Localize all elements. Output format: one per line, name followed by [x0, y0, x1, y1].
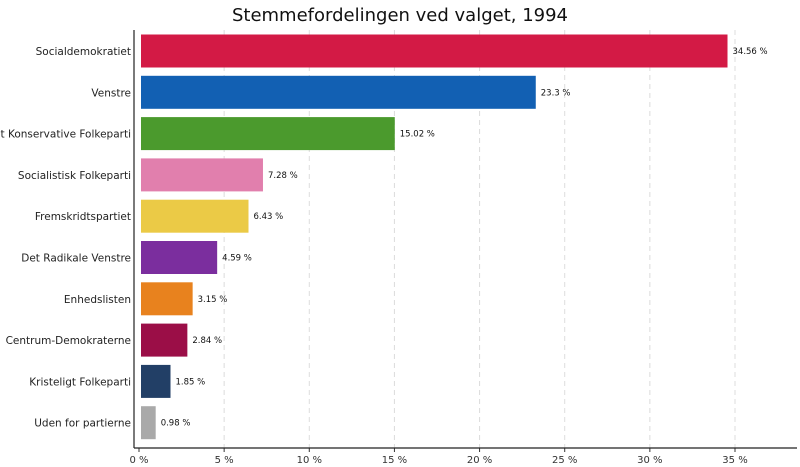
- category-label: Det Konservative Folkeparti: [0, 129, 131, 141]
- chart-title: Stemmefordelingen ved valget, 1994: [232, 5, 568, 26]
- category-label: Centrum-Demokraterne: [6, 335, 131, 347]
- category-label: Socialdemokratiet: [36, 46, 131, 58]
- data-label: 4.59 %: [222, 254, 252, 264]
- data-label: 7.28 %: [268, 171, 298, 181]
- x-axis-tick-labels: 0 % 5 % 10 % 15 % 20 % 25 % 30 % 35 %: [129, 455, 747, 466]
- bar: [141, 241, 218, 274]
- data-label: 34.56 %: [733, 47, 768, 57]
- data-label: 0.98 %: [161, 419, 191, 429]
- data-label: 3.15 %: [198, 295, 228, 305]
- x-tick-label: 20 %: [467, 455, 492, 466]
- data-label: 6.43 %: [253, 212, 283, 222]
- category-labels: Socialdemokratiet Venstre Det Konservative…: [0, 46, 131, 430]
- data-labels: 34.56 % 23.3 % 15.02 % 7.28 % 6.43 % 4.59 % 3.…: [161, 47, 768, 429]
- category-label: Uden for partierne: [34, 418, 131, 430]
- bar: [141, 34, 728, 68]
- data-label: 23.3 %: [541, 88, 571, 98]
- x-tick-label: 5 %: [215, 455, 234, 466]
- category-label: Det Radikale Venstre: [21, 253, 131, 265]
- category-label: Socialistisk Folkeparti: [18, 170, 131, 182]
- x-tick-label: 35 %: [722, 455, 747, 466]
- bar: [141, 117, 395, 151]
- bar: [141, 199, 249, 233]
- grid-lines: [223, 30, 736, 448]
- category-label: Venstre: [91, 87, 131, 99]
- x-tick-label: 0 %: [129, 455, 148, 466]
- bar: [141, 364, 171, 398]
- category-label: Enhedslisten: [64, 294, 131, 306]
- bar: [141, 282, 193, 316]
- bar: [141, 406, 156, 440]
- x-tick-label: 15 %: [382, 455, 407, 466]
- data-label: 15.02 %: [400, 130, 435, 140]
- x-tick-label: 30 %: [637, 455, 662, 466]
- x-tick-label: 25 %: [552, 455, 577, 466]
- data-label: 1.85 %: [176, 377, 206, 387]
- bars: [141, 34, 728, 440]
- bar: [141, 158, 263, 192]
- axes: [133, 30, 797, 452]
- bar: [141, 75, 536, 109]
- bar: [141, 323, 188, 357]
- x-tick-label: 10 %: [297, 455, 322, 466]
- data-label: 2.84 %: [192, 336, 222, 346]
- category-label: Kristeligt Folkeparti: [29, 376, 131, 388]
- category-label: Fremskridtspartiet: [35, 211, 131, 223]
